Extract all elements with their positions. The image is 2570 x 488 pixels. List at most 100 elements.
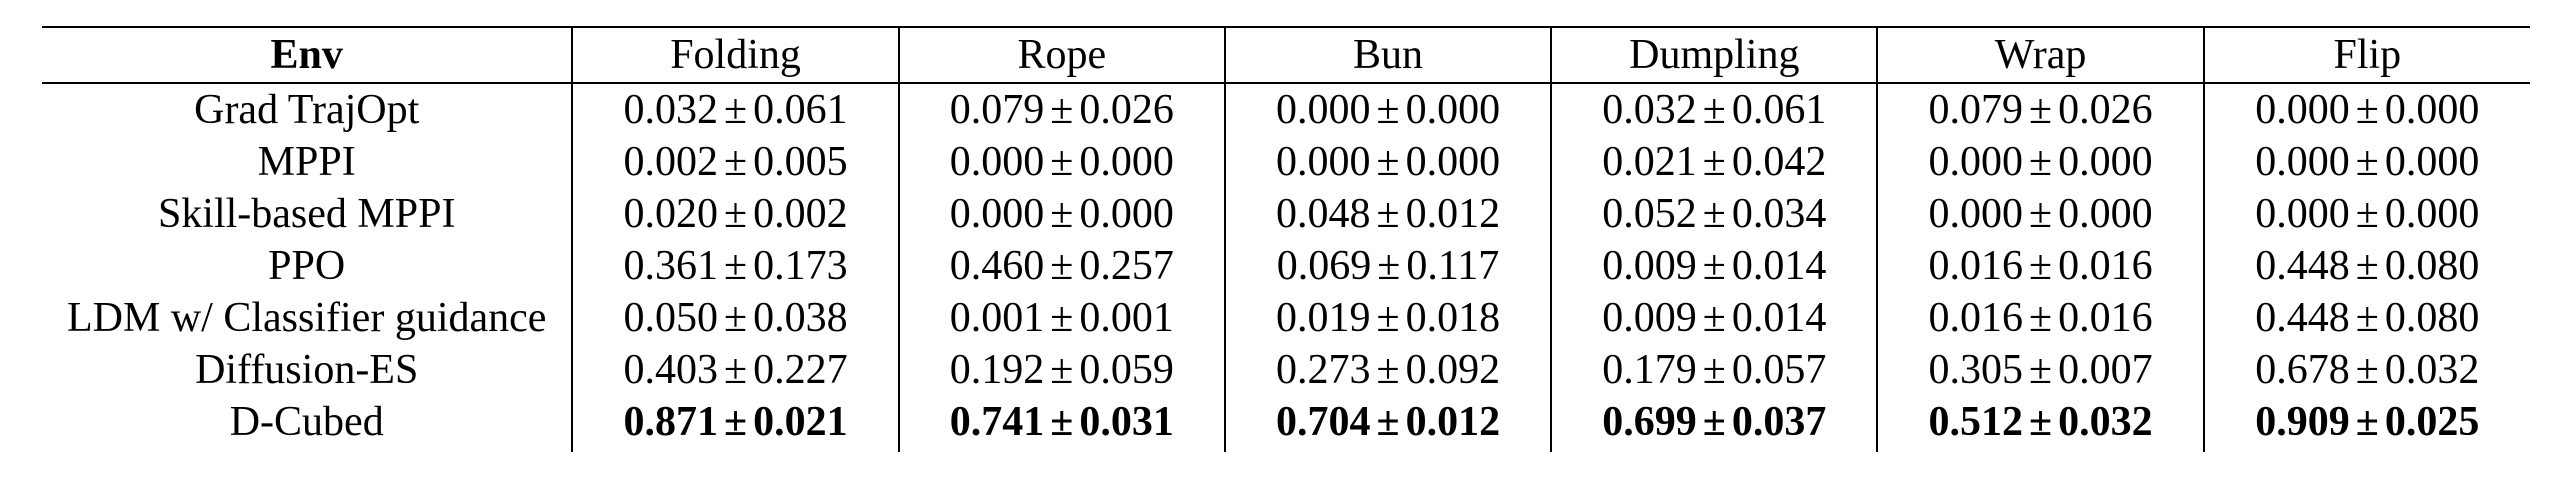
std-value: 0.001 <box>1079 295 1174 341</box>
mean-value: 0.020 <box>623 191 719 237</box>
value-cell: 0.741 ±0.031 <box>897 396 1225 452</box>
mean-value: 0.741 <box>949 399 1045 445</box>
plus-minus-symbol: ± <box>2355 295 2379 341</box>
std-value: 0.061 <box>1731 87 1827 133</box>
plus-minus-symbol: ± <box>2029 243 2053 289</box>
plus-minus-symbol: ± <box>2029 87 2053 133</box>
header-rope: Rope <box>897 27 1225 84</box>
value-cell: 0.000 ±0.000 <box>897 188 1225 240</box>
plus-minus-symbol: ± <box>1702 191 1726 237</box>
mean-value: 0.273 <box>1276 347 1371 393</box>
std-value: 0.173 <box>753 243 848 289</box>
value-cell: 0.192 ±0.059 <box>897 344 1225 396</box>
plus-minus-symbol: ± <box>1050 399 1074 445</box>
value-cell: 0.052 ±0.034 <box>1550 188 1878 240</box>
plus-minus-symbol: ± <box>1702 399 1726 445</box>
plus-minus-symbol: ± <box>1702 243 1726 289</box>
plus-minus-symbol: ± <box>1376 295 1400 341</box>
std-value: 0.000 <box>2384 191 2480 237</box>
std-value: 0.061 <box>753 87 848 133</box>
header-env: Env <box>42 27 573 84</box>
mean-value: 0.079 <box>1928 87 2024 133</box>
mean-value: 0.000 <box>1928 191 2024 237</box>
value-cell: 0.448 ±0.080 <box>2202 292 2530 344</box>
table-row: PPO 0.361 ±0.173 0.460 ±0.257 0.069 ±0.117 0.00… <box>42 240 2530 292</box>
value-cell: 0.909 ±0.025 <box>2202 396 2530 452</box>
mean-value: 0.009 <box>1602 295 1697 341</box>
value-cell: 0.000 ±0.000 <box>2202 136 2530 188</box>
plus-minus-symbol: ± <box>1376 139 1400 185</box>
mean-value: 0.448 <box>2255 295 2350 341</box>
value-cell: 0.000 ±0.000 <box>1223 136 1552 188</box>
plus-minus-symbol: ± <box>1702 139 1726 185</box>
mean-value: 0.069 <box>1276 243 1372 289</box>
mean-value: 0.000 <box>949 139 1045 185</box>
std-value: 0.026 <box>1079 87 1174 133</box>
std-value: 0.000 <box>2384 139 2480 185</box>
std-value: 0.032 <box>2058 399 2153 445</box>
plus-minus-symbol: ± <box>2355 347 2379 393</box>
plus-minus-symbol: ± <box>1376 399 1400 445</box>
value-cell: 0.273 ±0.092 <box>1223 344 1552 396</box>
mean-value: 0.032 <box>623 87 719 133</box>
table-row: Skill-based MPPI 0.020 ±0.002 0.000 ±0.000 0.… <box>42 188 2530 240</box>
mean-value: 0.678 <box>2255 347 2350 393</box>
std-value: 0.000 <box>1079 191 1174 237</box>
method-name-cell: PPO <box>268 243 346 289</box>
value-cell: 0.002 ±0.005 <box>571 136 899 188</box>
mean-value: 0.001 <box>949 295 1045 341</box>
value-cell: 0.069 ±0.117 <box>1223 240 1552 292</box>
value-cell: 0.032 ±0.061 <box>1550 83 1878 136</box>
method-name-cell: D-Cubed <box>229 399 384 445</box>
header-bun: Bun <box>1223 27 1552 84</box>
mean-value: 0.016 <box>1928 243 2024 289</box>
plus-minus-symbol: ± <box>1050 347 1074 393</box>
results-table: Env Folding Rope Bun Dumpling Wrap Flip … <box>42 26 2530 452</box>
value-cell: 0.079 ±0.026 <box>897 83 1225 136</box>
value-cell: 0.704 ±0.012 <box>1223 396 1552 452</box>
value-cell: 0.050 ±0.038 <box>571 292 899 344</box>
value-cell: 0.048 ±0.012 <box>1223 188 1552 240</box>
header-wrap: Wrap <box>1876 27 2204 84</box>
plus-minus-symbol: ± <box>2029 399 2053 445</box>
std-value: 0.012 <box>1405 399 1501 445</box>
value-cell: 0.009 ±0.014 <box>1550 292 1878 344</box>
value-cell: 0.512 ±0.032 <box>1876 396 2204 452</box>
plus-minus-symbol: ± <box>724 399 748 445</box>
mean-value: 0.000 <box>1276 139 1371 185</box>
mean-value: 0.048 <box>1276 191 1371 237</box>
mean-value: 0.000 <box>949 191 1045 237</box>
method-name-cell: MPPI <box>257 139 356 185</box>
value-cell: 0.871 ±0.021 <box>571 396 899 452</box>
mean-value: 0.403 <box>623 347 719 393</box>
plus-minus-symbol: ± <box>724 191 748 237</box>
mean-value: 0.704 <box>1276 399 1371 445</box>
mean-value: 0.050 <box>623 295 719 341</box>
plus-minus-symbol: ± <box>2355 191 2379 237</box>
std-value: 0.012 <box>1405 191 1501 237</box>
value-cell: 0.448 ±0.080 <box>2202 240 2530 292</box>
mean-value: 0.000 <box>1928 139 2024 185</box>
value-cell: 0.032 ±0.061 <box>571 83 899 136</box>
plus-minus-symbol: ± <box>724 347 748 393</box>
plus-minus-symbol: ± <box>724 295 748 341</box>
value-cell: 0.000 ±0.000 <box>1876 188 2204 240</box>
std-value: 0.007 <box>2058 347 2153 393</box>
std-value: 0.021 <box>753 399 848 445</box>
plus-minus-symbol: ± <box>1050 243 1074 289</box>
std-value: 0.037 <box>1731 399 1827 445</box>
std-value: 0.000 <box>2058 191 2153 237</box>
mean-value: 0.009 <box>1602 243 1697 289</box>
plus-minus-symbol: ± <box>1376 347 1400 393</box>
std-value: 0.018 <box>1405 295 1501 341</box>
method-name-cell: Diffusion-ES <box>195 347 419 393</box>
plus-minus-symbol: ± <box>2029 347 2053 393</box>
plus-minus-symbol: ± <box>724 139 748 185</box>
plus-minus-symbol: ± <box>2029 139 2053 185</box>
plus-minus-symbol: ± <box>1050 87 1074 133</box>
table-row: LDM w/ Classifier guidance 0.050 ±0.038 0.0… <box>42 292 2530 344</box>
method-name-cell: LDM w/ Classifier guidance <box>67 295 547 341</box>
mean-value: 0.000 <box>1276 87 1371 133</box>
plus-minus-symbol: ± <box>1702 87 1726 133</box>
table-row: Diffusion-ES 0.403 ±0.227 0.192 ±0.059 0.273 ±… <box>42 344 2530 396</box>
